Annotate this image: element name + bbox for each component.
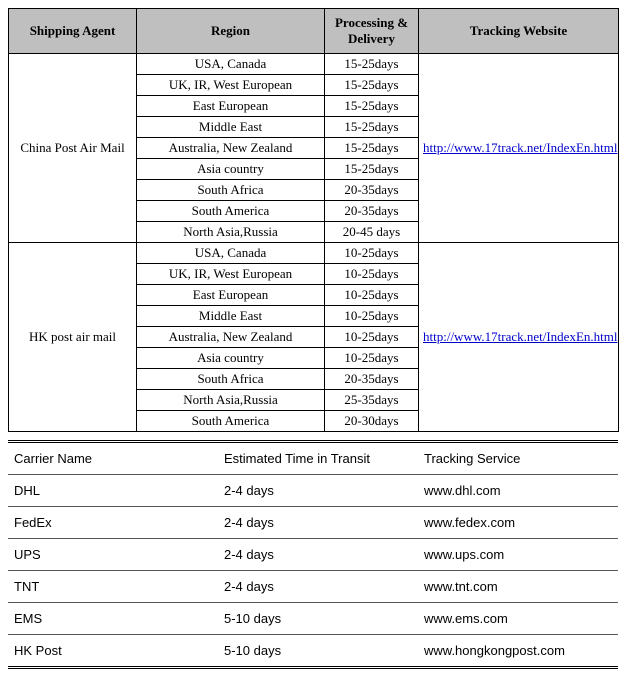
tracking-link[interactable]: http://www.17track.net/IndexEn.html xyxy=(423,140,617,155)
region-cell: South Africa xyxy=(137,180,325,201)
shipping-col-header: Tracking Website xyxy=(419,9,619,54)
shipping-col-header: Processing & Delivery xyxy=(325,9,419,54)
carrier-col-header: Estimated Time in Transit xyxy=(218,443,418,475)
tracking-service-cell: www.tnt.com xyxy=(418,571,618,603)
region-cell: Asia country xyxy=(137,159,325,180)
delivery-time-cell: 15-25days xyxy=(325,75,419,96)
table-row: FedEx2-4 dayswww.fedex.com xyxy=(8,507,618,539)
region-cell: UK, IR, West European xyxy=(137,264,325,285)
delivery-time-cell: 20-35days xyxy=(325,180,419,201)
tracking-service-cell: www.hongkongpost.com xyxy=(418,635,618,667)
carrier-col-header: Tracking Service xyxy=(418,443,618,475)
transit-time-cell: 2-4 days xyxy=(218,539,418,571)
table-row: DHL2-4 dayswww.dhl.com xyxy=(8,475,618,507)
delivery-time-cell: 15-25days xyxy=(325,96,419,117)
delivery-time-cell: 15-25days xyxy=(325,117,419,138)
tracking-link-cell: http://www.17track.net/IndexEn.html xyxy=(419,54,619,243)
region-cell: South America xyxy=(137,201,325,222)
region-cell: East European xyxy=(137,96,325,117)
shipping-col-header: Shipping Agent xyxy=(9,9,137,54)
region-cell: USA, Canada xyxy=(137,54,325,75)
delivery-time-cell: 10-25days xyxy=(325,348,419,369)
delivery-time-cell: 20-30days xyxy=(325,411,419,432)
delivery-time-cell: 10-25days xyxy=(325,264,419,285)
region-cell: North Asia,Russia xyxy=(137,222,325,243)
carrier-name-cell: UPS xyxy=(8,539,218,571)
transit-time-cell: 2-4 days xyxy=(218,507,418,539)
region-cell: Asia country xyxy=(137,348,325,369)
region-cell: Australia, New Zealand xyxy=(137,138,325,159)
delivery-time-cell: 10-25days xyxy=(325,243,419,264)
carrier-col-header: Carrier Name xyxy=(8,443,218,475)
region-cell: South Africa xyxy=(137,369,325,390)
carrier-name-cell: DHL xyxy=(8,475,218,507)
carrier-table: Carrier NameEstimated Time in TransitTra… xyxy=(8,443,618,666)
tracking-service-cell: www.ems.com xyxy=(418,603,618,635)
shipping-agent-cell: HK post air mail xyxy=(9,243,137,432)
carrier-name-cell: FedEx xyxy=(8,507,218,539)
table-row: TNT2-4 dayswww.tnt.com xyxy=(8,571,618,603)
shipping-table-header-row: Shipping AgentRegionProcessing & Deliver… xyxy=(9,9,619,54)
region-cell: Middle East xyxy=(137,306,325,327)
carrier-name-cell: EMS xyxy=(8,603,218,635)
table-row: EMS5-10 dayswww.ems.com xyxy=(8,603,618,635)
delivery-time-cell: 10-25days xyxy=(325,327,419,348)
tracking-service-cell: www.dhl.com xyxy=(418,475,618,507)
region-cell: East European xyxy=(137,285,325,306)
shipping-table: Shipping AgentRegionProcessing & Deliver… xyxy=(8,8,619,432)
shipping-col-header: Region xyxy=(137,9,325,54)
delivery-time-cell: 20-35days xyxy=(325,369,419,390)
table-row: China Post Air MailUSA, Canada15-25daysh… xyxy=(9,54,619,75)
tracking-link[interactable]: http://www.17track.net/IndexEn.html xyxy=(423,329,617,344)
delivery-time-cell: 15-25days xyxy=(325,54,419,75)
region-cell: Australia, New Zealand xyxy=(137,327,325,348)
delivery-time-cell: 20-45 days xyxy=(325,222,419,243)
tracking-service-cell: www.ups.com xyxy=(418,539,618,571)
region-cell: North Asia,Russia xyxy=(137,390,325,411)
region-cell: UK, IR, West European xyxy=(137,75,325,96)
table-row: HK post air mailUSA, Canada10-25dayshttp… xyxy=(9,243,619,264)
transit-time-cell: 2-4 days xyxy=(218,475,418,507)
tracking-service-cell: www.fedex.com xyxy=(418,507,618,539)
delivery-time-cell: 20-35days xyxy=(325,201,419,222)
delivery-time-cell: 10-25days xyxy=(325,285,419,306)
region-cell: Middle East xyxy=(137,117,325,138)
transit-time-cell: 5-10 days xyxy=(218,635,418,667)
carrier-name-cell: HK Post xyxy=(8,635,218,667)
shipping-agent-cell: China Post Air Mail xyxy=(9,54,137,243)
tracking-link-cell: http://www.17track.net/IndexEn.html xyxy=(419,243,619,432)
carrier-table-header-row: Carrier NameEstimated Time in TransitTra… xyxy=(8,443,618,475)
delivery-time-cell: 25-35days xyxy=(325,390,419,411)
carrier-name-cell: TNT xyxy=(8,571,218,603)
delivery-time-cell: 10-25days xyxy=(325,306,419,327)
delivery-time-cell: 15-25days xyxy=(325,138,419,159)
table-row: HK Post5-10 dayswww.hongkongpost.com xyxy=(8,635,618,667)
table-row: UPS2-4 dayswww.ups.com xyxy=(8,539,618,571)
delivery-time-cell: 15-25days xyxy=(325,159,419,180)
region-cell: South America xyxy=(137,411,325,432)
transit-time-cell: 5-10 days xyxy=(218,603,418,635)
transit-time-cell: 2-4 days xyxy=(218,571,418,603)
region-cell: USA, Canada xyxy=(137,243,325,264)
